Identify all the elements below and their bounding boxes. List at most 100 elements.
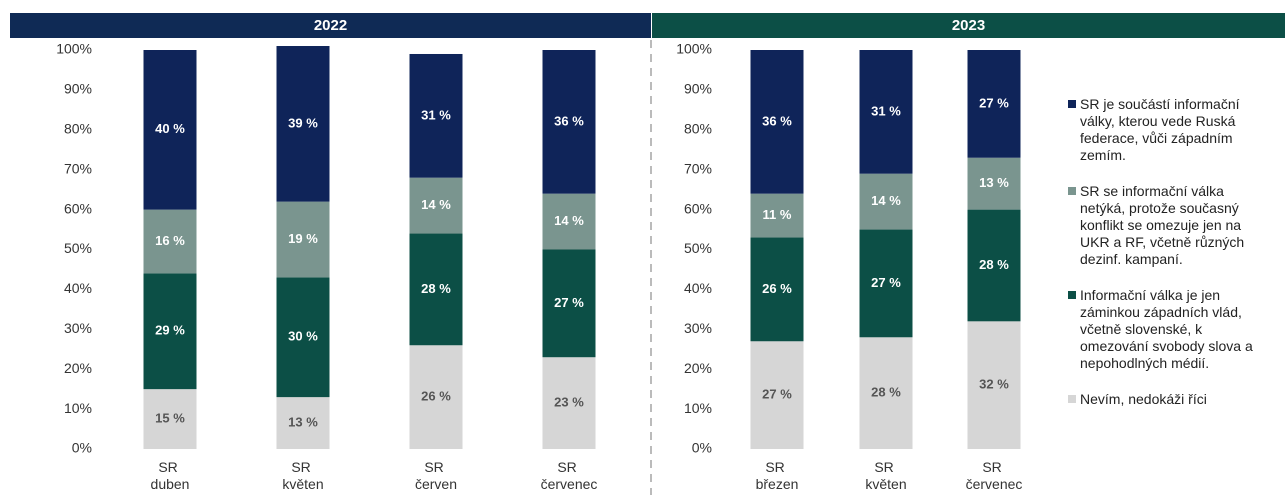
bar-segment [409, 177, 463, 234]
y-tick-label: 20% [64, 360, 92, 376]
bar-segment [750, 237, 804, 342]
data-label: 29 % [155, 323, 185, 338]
panel-header [10, 13, 651, 38]
y-tick-label: 80% [64, 121, 92, 137]
data-label: 27 % [979, 95, 1009, 110]
data-label: 31 % [871, 103, 901, 118]
x-tick-label: SR červenec [541, 459, 598, 492]
x-tick-label: SR březen [756, 459, 799, 492]
bar-segment [409, 53, 463, 178]
y-tick-label: 10% [64, 400, 92, 416]
legend-item: SR se informační válka netýká, protože s… [1068, 183, 1268, 268]
y-tick-label: 60% [684, 200, 712, 216]
y-tick-label: 30% [64, 320, 92, 336]
bar-segment [143, 50, 197, 210]
data-label: 36 % [554, 113, 584, 128]
legend-item: Nevím, nedokáži říci [1068, 391, 1268, 408]
data-label: 31 % [421, 107, 451, 122]
bar-segment [750, 193, 804, 238]
bar-segment [276, 277, 330, 398]
y-tick-label: 40% [64, 280, 92, 296]
legend-label: Informační válka je jen záminkou západní… [1080, 287, 1253, 371]
bar-segment [859, 229, 913, 338]
panel-header [652, 13, 1285, 38]
legend-swatch [1068, 291, 1076, 299]
y-tick-label: 90% [64, 81, 92, 97]
bar-segment [967, 157, 1021, 210]
data-label: 14 % [871, 193, 901, 208]
data-label: 36 % [762, 113, 792, 128]
data-label: 23 % [554, 395, 584, 410]
bar-segment [143, 273, 197, 390]
bar-segment [542, 50, 596, 194]
bar-segment [276, 46, 330, 202]
y-tick-label: 40% [684, 280, 712, 296]
bar-segment [276, 397, 330, 449]
legend: SR je součástí informační války, kterou … [1068, 96, 1268, 427]
y-tick-label: 80% [684, 121, 712, 137]
legend-label: SR se informační válka netýká, protože s… [1080, 183, 1245, 267]
data-label: 15 % [155, 411, 185, 426]
y-tick-label: 70% [64, 160, 92, 176]
data-label: 13 % [288, 415, 318, 430]
bar-segment [409, 345, 463, 449]
bar-segment [750, 50, 804, 194]
data-label: 13 % [979, 175, 1009, 190]
data-label: 19 % [288, 231, 318, 246]
y-tick-label: 100% [56, 41, 92, 57]
data-label: 27 % [871, 275, 901, 290]
y-tick-label: 0% [72, 440, 92, 456]
bar-segment [542, 357, 596, 449]
data-label: 26 % [762, 281, 792, 296]
bar-segment [859, 337, 913, 449]
x-tick-label: SR květen [865, 459, 906, 492]
legend-item: Informační válka je jen záminkou západní… [1068, 287, 1268, 372]
bar-segment [967, 50, 1021, 158]
data-label: 16 % [155, 233, 185, 248]
legend-label: SR je součástí informační války, kterou … [1080, 96, 1240, 163]
x-tick-label: SR červen [415, 459, 457, 492]
data-label: 27 % [762, 387, 792, 402]
x-tick-label: SR červenec [966, 459, 1023, 492]
data-label: 40 % [155, 121, 185, 136]
bar-segment [859, 173, 913, 230]
y-tick-label: 10% [684, 400, 712, 416]
data-label: 11 % [763, 207, 792, 222]
data-label: 32 % [979, 377, 1009, 392]
y-tick-label: 90% [684, 81, 712, 97]
bar-segment [542, 249, 596, 358]
data-label: 28 % [421, 281, 451, 296]
legend-label: Nevím, nedokáži říci [1080, 391, 1207, 407]
legend-swatch [1068, 395, 1076, 403]
data-label: 26 % [421, 389, 451, 404]
bar-segment [143, 209, 197, 274]
data-label: 30 % [288, 329, 318, 344]
legend-swatch [1068, 187, 1076, 195]
legend-swatch [1068, 100, 1076, 108]
y-tick-label: 20% [684, 360, 712, 376]
bar-segment [967, 321, 1021, 449]
y-tick-label: 50% [64, 240, 92, 256]
y-tick-label: 30% [684, 320, 712, 336]
legend-item: SR je součástí informační války, kterou … [1068, 96, 1268, 164]
y-tick-label: 70% [684, 160, 712, 176]
x-tick-label: SR duben [151, 459, 190, 492]
panel-title: 2023 [952, 17, 985, 34]
bar-segment [750, 341, 804, 449]
x-tick-label: SR květen [282, 459, 323, 492]
y-tick-label: 100% [676, 41, 712, 57]
data-label: 27 % [554, 295, 584, 310]
y-tick-label: 60% [64, 200, 92, 216]
bar-segment [276, 201, 330, 278]
data-label: 14 % [554, 213, 584, 228]
bar-segment [967, 209, 1021, 322]
bar-segment [143, 389, 197, 449]
data-label: 39 % [288, 115, 318, 130]
y-tick-label: 50% [684, 240, 712, 256]
data-label: 28 % [871, 385, 901, 400]
bar-segment [542, 193, 596, 250]
panel-title: 2022 [314, 17, 347, 34]
bar-segment [859, 50, 913, 174]
